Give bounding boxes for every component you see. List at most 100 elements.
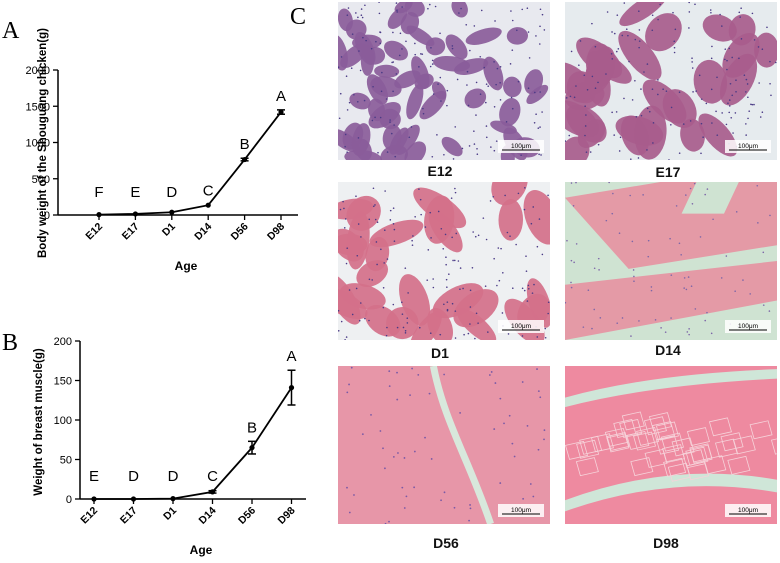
nucleus	[683, 277, 686, 279]
muscle-bundle	[506, 27, 528, 45]
nucleus	[670, 123, 672, 126]
nucleus	[475, 114, 477, 116]
nucleus	[392, 61, 395, 63]
nucleus	[471, 266, 474, 269]
y-tick-label: 100	[54, 415, 72, 427]
nucleus	[493, 61, 495, 63]
nucleus	[476, 147, 478, 150]
x-tick-label: E17	[118, 505, 140, 527]
nucleus	[368, 278, 371, 281]
nucleus	[583, 74, 586, 77]
y-tick-label: 150	[54, 376, 72, 388]
nucleus	[466, 84, 468, 86]
nucleus	[389, 121, 391, 123]
nucleus	[394, 155, 397, 158]
data-point	[91, 496, 97, 502]
nucleus	[537, 390, 540, 393]
nucleus	[499, 99, 502, 101]
nucleus	[364, 4, 366, 7]
nucleus	[735, 79, 737, 81]
x-tick-label: D56	[229, 221, 251, 243]
micrograph-e17: 100μm	[565, 2, 777, 160]
nucleus	[350, 366, 353, 369]
significance-letter: B	[247, 419, 257, 436]
nucleus	[427, 7, 429, 10]
nucleus	[395, 2, 398, 4]
scalebar-label: 100μm	[511, 143, 531, 150]
nucleus	[428, 392, 431, 395]
micrograph-d56: 100μm	[338, 366, 550, 524]
nucleus	[475, 81, 478, 84]
nucleus	[502, 271, 504, 274]
nucleus	[535, 35, 537, 37]
nucleus	[630, 158, 632, 160]
nucleus	[509, 235, 511, 237]
muscle-bundle	[498, 198, 524, 241]
nucleus	[758, 82, 760, 84]
nucleus	[430, 237, 432, 239]
nucleus	[489, 200, 492, 202]
data-point	[242, 156, 248, 163]
nucleus	[497, 247, 500, 249]
nucleus	[695, 90, 697, 92]
nucleus	[452, 259, 454, 262]
nucleus	[540, 154, 542, 156]
nucleus	[362, 36, 364, 39]
nucleus	[424, 436, 426, 439]
nucleus	[584, 125, 587, 127]
nucleus	[731, 56, 734, 59]
nucleus	[492, 195, 495, 198]
nucleus	[704, 193, 706, 196]
nucleus	[631, 240, 634, 243]
nucleus	[461, 147, 464, 150]
nucleus	[541, 111, 543, 113]
nucleus	[705, 102, 708, 105]
nucleus	[511, 49, 514, 51]
nucleus	[494, 20, 496, 22]
nucleus	[700, 122, 703, 125]
nucleus	[348, 101, 351, 104]
data-point	[170, 496, 176, 502]
nucleus	[652, 142, 654, 144]
fiber-outline	[749, 420, 773, 440]
y-tick-label: 200	[54, 336, 72, 348]
nucleus	[516, 29, 518, 32]
fiber-outline	[689, 444, 713, 464]
nucleus	[735, 211, 738, 213]
nucleus	[459, 288, 461, 291]
nucleus	[633, 275, 635, 278]
nucleus	[468, 519, 470, 522]
nucleus	[408, 136, 411, 139]
nucleus	[616, 322, 619, 324]
nucleus	[720, 277, 723, 279]
nucleus	[454, 126, 457, 128]
nucleus	[432, 93, 435, 95]
nucleus	[454, 187, 456, 190]
nucleus	[584, 105, 586, 108]
panel-letter-b: B	[2, 330, 19, 356]
nucleus	[403, 457, 406, 459]
nucleus	[673, 51, 676, 54]
nucleus	[407, 292, 409, 294]
nucleus	[353, 494, 355, 496]
nucleus	[440, 227, 443, 230]
nucleus	[379, 42, 382, 45]
x-tick-label: D1	[160, 221, 178, 239]
muscle-bundle	[693, 59, 728, 104]
nucleus	[439, 76, 442, 79]
muscle-bundle	[374, 64, 400, 78]
nucleus	[543, 29, 546, 31]
scalebar-label: 100μm	[511, 507, 531, 514]
nucleus	[348, 383, 350, 386]
nucleus	[526, 7, 529, 10]
nucleus	[743, 74, 746, 77]
muscle-bundle	[406, 84, 424, 120]
nucleus	[539, 8, 542, 11]
nucleus	[511, 287, 514, 289]
nucleus	[346, 109, 349, 111]
muscle-bundle	[754, 32, 777, 68]
nucleus	[536, 336, 539, 338]
nucleus	[347, 7, 350, 9]
nucleus	[691, 67, 694, 69]
nucleus	[495, 83, 497, 86]
